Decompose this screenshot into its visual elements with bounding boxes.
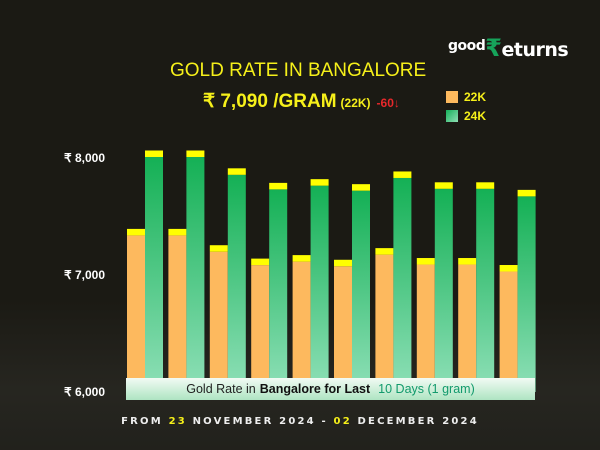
bar-22k-28-nov bbox=[334, 266, 352, 392]
price-change: -60↓ bbox=[376, 96, 400, 110]
bar-24k-01-dec bbox=[476, 188, 495, 392]
bar-cap bbox=[458, 258, 477, 265]
bar-cap bbox=[517, 189, 536, 197]
bar-24k-25-nov bbox=[227, 174, 246, 392]
bar-22k-25-nov bbox=[209, 251, 228, 392]
bar-24k-29-nov bbox=[393, 177, 412, 392]
legend-24k: 24K bbox=[446, 106, 486, 125]
bar-22k-01-dec bbox=[458, 264, 477, 392]
date-range: FROM 23 NOVEMBER 2024 - 02 DECEMBER 2024 bbox=[121, 416, 479, 427]
bar-22k-02-dec bbox=[499, 271, 518, 392]
current-price: ₹ 7,090 /GRAM (22K) -60↓ bbox=[203, 91, 400, 112]
bar-22k-29-nov bbox=[375, 254, 394, 392]
bar-cap bbox=[393, 171, 412, 178]
y-tick-label: ₹ 8,000 bbox=[64, 151, 105, 165]
legend-22k: 22K bbox=[446, 87, 486, 106]
bar-cap bbox=[145, 150, 163, 157]
y-tick-label: ₹ 7,000 bbox=[64, 268, 105, 282]
chart-caption-band: Gold Rate in Bangalore for Last 10 Days (1… bbox=[126, 378, 535, 400]
legend-swatch-22k bbox=[446, 90, 458, 103]
y-tick-label: ₹ 6,000 bbox=[64, 385, 105, 399]
bar-cap bbox=[499, 265, 518, 272]
bar-24k-27-nov bbox=[310, 185, 329, 392]
bar-cap bbox=[292, 255, 311, 262]
bar-cap bbox=[269, 182, 288, 190]
bar-24k-26-nov bbox=[269, 189, 288, 392]
bar-cap bbox=[434, 182, 453, 189]
bar-24k-24-nov bbox=[186, 156, 205, 392]
bar-22k-23-nov bbox=[127, 235, 145, 392]
goodreturns-logo: good₹eturns bbox=[448, 34, 569, 62]
bar-24k-23-nov bbox=[145, 156, 163, 392]
bar-22k-26-nov bbox=[251, 265, 270, 392]
legend: 22K 24K bbox=[446, 87, 486, 125]
bar-cap bbox=[209, 245, 228, 252]
bar-cap bbox=[127, 228, 145, 236]
bar-24k-28-nov bbox=[352, 190, 370, 392]
bar-24k-02-dec bbox=[517, 196, 536, 392]
bar-cap bbox=[352, 184, 370, 191]
bar-cap bbox=[227, 168, 246, 175]
bar-cap bbox=[375, 248, 394, 255]
bar-22k-24-nov bbox=[168, 235, 187, 392]
bar-cap bbox=[168, 228, 187, 236]
bar-22k-30-nov bbox=[416, 264, 435, 392]
bar-cap bbox=[186, 150, 205, 157]
bar-cap bbox=[251, 258, 270, 266]
bar-cap bbox=[310, 179, 329, 186]
bar-cap bbox=[416, 258, 435, 265]
bar-cap bbox=[334, 259, 352, 267]
bar-22k-27-nov bbox=[292, 261, 311, 392]
bar-cap bbox=[476, 182, 495, 189]
legend-swatch-24k bbox=[446, 109, 458, 122]
bar-24k-30-nov bbox=[434, 188, 453, 392]
